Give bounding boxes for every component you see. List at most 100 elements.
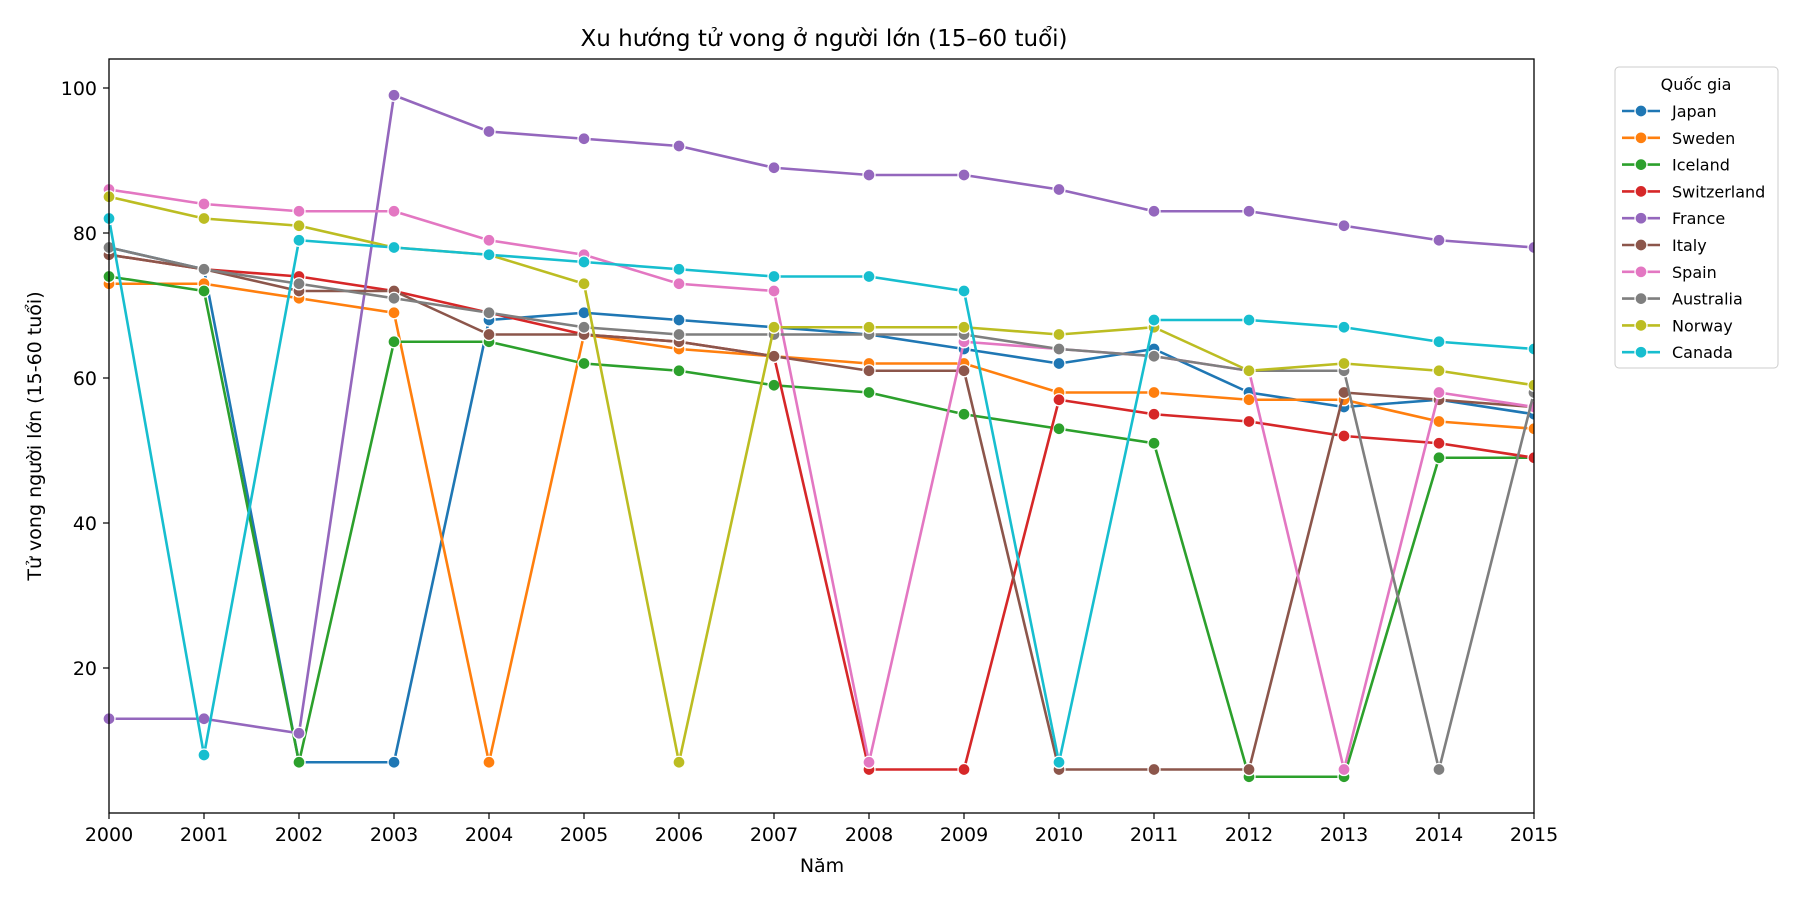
legend-label: Switzerland xyxy=(1672,182,1765,201)
data-point xyxy=(387,335,401,349)
data-point xyxy=(1432,762,1446,777)
legend-swatch-marker xyxy=(1634,131,1648,145)
data-point xyxy=(197,262,211,276)
data-point xyxy=(957,320,971,334)
legend-item-switzerland: Switzerland xyxy=(1622,182,1765,201)
legend-label: Italy xyxy=(1672,236,1707,255)
data-point xyxy=(1337,356,1351,371)
data-point xyxy=(482,327,496,342)
legend-item-france: France xyxy=(1622,209,1725,228)
data-point xyxy=(1052,422,1066,436)
data-point xyxy=(197,712,211,726)
x-tick-label: 2011 xyxy=(1130,824,1178,846)
legend-item-australia: Australia xyxy=(1622,290,1743,309)
chart-title: Xu hướng tử vong ở người lớn (15–60 tuổi… xyxy=(580,26,1067,52)
legend-label: Sweden xyxy=(1672,129,1735,148)
data-point xyxy=(387,291,401,305)
y-tick-label: 80 xyxy=(73,223,97,245)
data-point xyxy=(482,755,496,769)
legend-swatch-marker xyxy=(1634,345,1648,359)
legend-label: Japan xyxy=(1671,102,1717,121)
legend-swatch-marker xyxy=(1634,318,1648,333)
legend-label: France xyxy=(1672,209,1725,228)
x-tick-label: 2009 xyxy=(940,824,988,846)
series-norway xyxy=(102,190,1534,769)
legend-label: Australia xyxy=(1672,290,1743,309)
data-point xyxy=(862,385,876,400)
legend-swatch-marker xyxy=(1634,157,1648,172)
legend-frame xyxy=(1614,66,1779,369)
data-point xyxy=(197,197,211,211)
x-tick-label: 2008 xyxy=(845,824,893,846)
data-point xyxy=(767,378,781,392)
data-point xyxy=(1337,762,1351,777)
data-point xyxy=(387,240,401,255)
data-point xyxy=(672,139,686,153)
legend-item-spain: Spain xyxy=(1622,263,1717,282)
legend-item-canada: Canada xyxy=(1622,343,1733,362)
series-iceland xyxy=(102,269,1534,784)
legend-label: Spain xyxy=(1672,263,1717,282)
data-point xyxy=(292,219,306,233)
data-point xyxy=(1432,414,1446,429)
data-point xyxy=(1052,182,1066,197)
data-point xyxy=(862,364,876,378)
data-point xyxy=(1432,364,1446,378)
legend-swatch-marker xyxy=(1634,211,1648,225)
series-line xyxy=(108,195,1534,764)
data-point xyxy=(1052,356,1066,371)
data-point xyxy=(197,211,211,226)
data-point xyxy=(387,88,401,102)
data-point xyxy=(767,284,781,298)
data-point xyxy=(767,161,781,175)
y-tick-label: 20 xyxy=(73,658,97,680)
legend-swatch-marker xyxy=(1634,265,1648,279)
data-point xyxy=(482,233,496,247)
data-point xyxy=(1052,393,1066,407)
series-line xyxy=(108,246,1534,771)
series-line xyxy=(108,253,1534,771)
data-point xyxy=(482,124,496,139)
y-tick-label: 60 xyxy=(73,368,97,390)
series-layer xyxy=(102,88,1534,784)
data-point xyxy=(387,306,401,320)
x-axis-title: Năm xyxy=(800,855,844,877)
legend-swatch-marker xyxy=(1634,238,1648,252)
x-tick-label: 2003 xyxy=(370,824,418,846)
legend-item-sweden: Sweden xyxy=(1622,129,1735,148)
series-canada xyxy=(102,211,1534,769)
data-point xyxy=(197,748,211,762)
data-point xyxy=(1432,451,1446,465)
x-tick-label: 2000 xyxy=(85,824,133,846)
legend-label: Iceland xyxy=(1672,156,1730,175)
x-tick-label: 2001 xyxy=(180,824,228,846)
series-australia xyxy=(102,240,1534,777)
legend-item-iceland: Iceland xyxy=(1622,156,1730,175)
series-line xyxy=(109,282,1534,764)
data-point xyxy=(1432,385,1446,400)
series-line xyxy=(109,93,1534,735)
data-point xyxy=(197,284,211,298)
data-point xyxy=(292,233,306,247)
data-point xyxy=(1147,762,1161,777)
legend-swatch-marker xyxy=(1634,184,1648,199)
data-point xyxy=(292,277,306,291)
x-tick-label: 2013 xyxy=(1320,824,1368,846)
series-spain xyxy=(102,182,1534,777)
legend: Quốc gia Japan Sweden Iceland Switzerland Fr… xyxy=(1614,66,1779,369)
data-point xyxy=(1337,219,1351,233)
data-point xyxy=(482,248,496,262)
data-point xyxy=(1147,385,1161,400)
data-point xyxy=(577,255,591,269)
x-tick-label: 2006 xyxy=(655,824,703,846)
data-point xyxy=(1527,422,1534,436)
data-point xyxy=(862,755,876,769)
data-point xyxy=(1527,378,1534,392)
x-tick-label: 2002 xyxy=(275,824,323,846)
data-point xyxy=(1432,233,1446,247)
data-point xyxy=(1147,407,1161,421)
data-point xyxy=(292,726,306,740)
data-point xyxy=(387,204,401,218)
